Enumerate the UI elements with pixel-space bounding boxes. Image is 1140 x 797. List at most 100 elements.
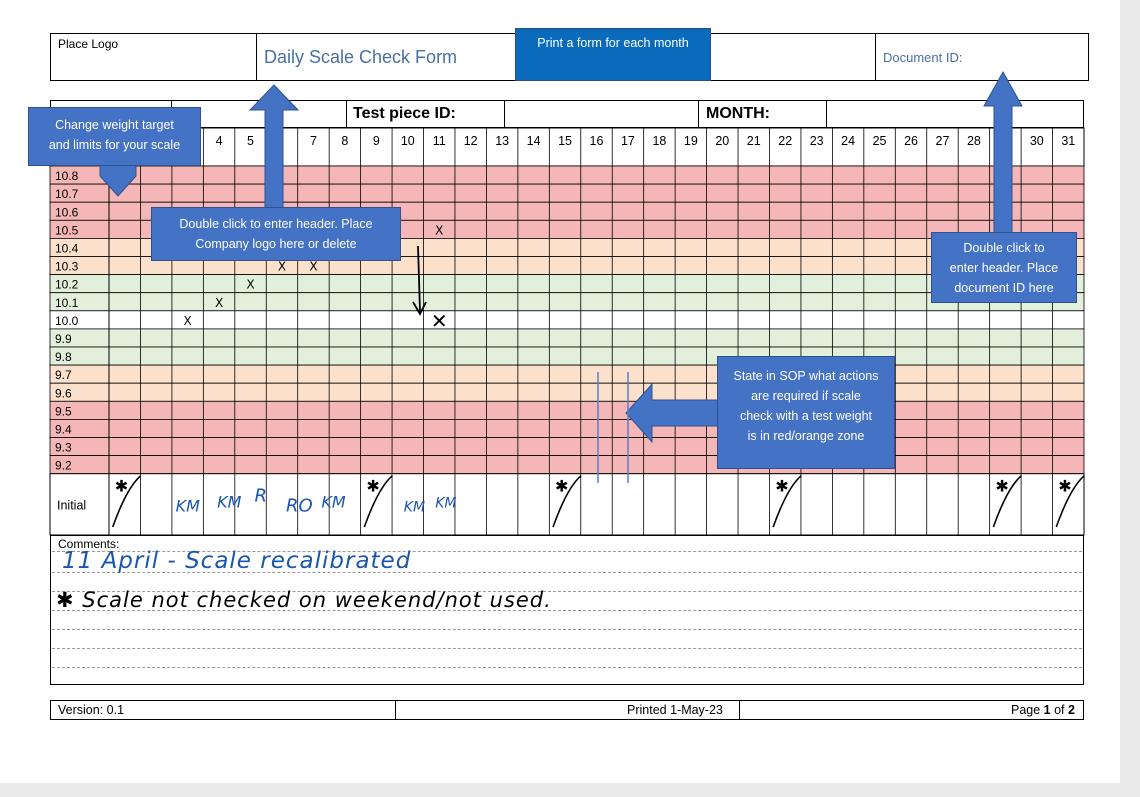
check-mark: X bbox=[184, 314, 192, 328]
initial-handwriting: KM bbox=[321, 493, 345, 512]
comment-line bbox=[52, 667, 1082, 668]
day-header-row bbox=[49, 127, 1085, 167]
id-row-divider bbox=[346, 100, 347, 128]
footer-divider bbox=[739, 700, 740, 720]
document-id-label[interactable]: Document ID: bbox=[883, 50, 963, 65]
day-number: 12 bbox=[464, 134, 478, 148]
comment-line bbox=[52, 610, 1082, 611]
comment-line bbox=[52, 591, 1082, 592]
check-mark: X bbox=[246, 278, 254, 292]
footer bbox=[50, 700, 1084, 720]
initial-slash bbox=[363, 475, 393, 528]
day-number: 28 bbox=[967, 134, 981, 148]
weight-label: 9.8 bbox=[55, 350, 72, 364]
callout-line: Double click to bbox=[963, 241, 1045, 255]
weight-label: 10.8 bbox=[55, 169, 79, 183]
page-mid: of bbox=[1050, 703, 1068, 717]
comment-line bbox=[52, 572, 1082, 573]
day-number: 25 bbox=[873, 134, 887, 148]
weight-label: 10.4 bbox=[55, 242, 79, 256]
callout-line: enter header. Place bbox=[949, 261, 1059, 275]
weight-label: 10.2 bbox=[55, 278, 79, 292]
weight-row bbox=[49, 400, 1085, 420]
check-mark: X bbox=[309, 260, 317, 274]
weight-row bbox=[49, 455, 1085, 475]
weight-label: 9.2 bbox=[55, 459, 72, 473]
day-number: 27 bbox=[936, 134, 950, 148]
day-number: 30 bbox=[1030, 134, 1044, 148]
day-number: 17 bbox=[621, 134, 635, 148]
check-mark: X bbox=[215, 296, 223, 310]
initial-slash bbox=[772, 475, 802, 528]
day-number: 21 bbox=[747, 134, 761, 148]
day-number: 16 bbox=[590, 134, 604, 148]
day-number: 11 bbox=[433, 134, 446, 148]
callout-line: check with a test weight bbox=[739, 409, 872, 423]
comment-line bbox=[52, 648, 1082, 649]
place-logo-text[interactable]: Place Logo bbox=[58, 37, 119, 51]
page-number: Page 1 of 2 bbox=[1011, 703, 1075, 717]
callout-line: Double click to enter header. Place bbox=[179, 217, 373, 231]
weight-row bbox=[49, 437, 1085, 457]
day-number: 15 bbox=[558, 134, 572, 148]
day-number: 20 bbox=[715, 134, 729, 148]
page-prefix: Page bbox=[1011, 703, 1044, 717]
day-number: 9 bbox=[373, 134, 380, 148]
weight-label: 9.5 bbox=[55, 404, 72, 418]
weight-row bbox=[49, 165, 1085, 185]
initial-handwriting: KM bbox=[176, 497, 200, 516]
month-label: MONTH: bbox=[706, 105, 770, 122]
day-number: 4 bbox=[216, 134, 223, 148]
weight-row bbox=[49, 346, 1085, 366]
initial-slash bbox=[1055, 475, 1085, 528]
weight-label: 9.3 bbox=[55, 441, 72, 455]
initial-label: Initial bbox=[57, 498, 86, 512]
printed-date: Printed 1-May-23 bbox=[627, 703, 723, 717]
comments-label: Comments: bbox=[58, 537, 120, 551]
day-number: 31 bbox=[1061, 134, 1075, 148]
callout-weight-target: Change weight target and limits for your… bbox=[28, 107, 201, 166]
weight-label: 10.6 bbox=[55, 205, 79, 219]
callout-line: Change weight target bbox=[55, 118, 174, 132]
weight-row bbox=[49, 382, 1085, 402]
initial-asterisk: ✱ bbox=[115, 477, 128, 496]
weight-row bbox=[49, 328, 1085, 348]
header-divider bbox=[875, 33, 876, 81]
initial-row bbox=[49, 473, 1085, 536]
initial-slash bbox=[992, 475, 1022, 528]
comments-box[interactable] bbox=[50, 535, 1084, 685]
weight-label: 10.1 bbox=[55, 296, 79, 310]
callout-line: Company logo here or delete bbox=[195, 237, 357, 251]
day-number: 19 bbox=[684, 134, 698, 148]
initial-handwriting: KM bbox=[435, 496, 456, 512]
weight-row bbox=[49, 418, 1085, 438]
day-number: 7 bbox=[310, 134, 317, 148]
weight-label: 10.5 bbox=[55, 223, 79, 237]
day-number: 24 bbox=[841, 134, 855, 148]
initial-handwriting: KM bbox=[217, 493, 241, 512]
callout-enter-header: Double click to enter header. Place Comp… bbox=[151, 207, 401, 261]
day-number: 5 bbox=[247, 134, 254, 148]
page-edge-right bbox=[1120, 0, 1140, 797]
id-row-divider bbox=[698, 100, 699, 128]
initial-asterisk: ✱ bbox=[1058, 477, 1071, 496]
comment-line bbox=[52, 551, 1082, 552]
weight-label: 9.6 bbox=[55, 386, 72, 400]
test-piece-id-label: Test piece ID: bbox=[353, 105, 456, 122]
weight-label: 9.9 bbox=[55, 332, 72, 346]
form-title: Daily Scale Check Form bbox=[264, 47, 458, 67]
weight-row bbox=[49, 364, 1085, 384]
print-note-callout: Print a form for each month bbox=[515, 28, 711, 81]
day-number: 14 bbox=[527, 134, 541, 148]
page-total: 2 bbox=[1068, 703, 1075, 717]
initial-asterisk: ✱ bbox=[366, 477, 379, 496]
initial-handwriting: RO bbox=[286, 496, 313, 517]
day-number: 23 bbox=[810, 134, 824, 148]
day-number: 13 bbox=[495, 134, 509, 148]
initial-asterisk: ✱ bbox=[555, 477, 568, 496]
day-number: 26 bbox=[904, 134, 918, 148]
initial-asterisk: ✱ bbox=[775, 477, 788, 496]
initial-slash bbox=[552, 475, 582, 528]
day-number: 18 bbox=[652, 134, 666, 148]
weight-row bbox=[49, 274, 1085, 294]
